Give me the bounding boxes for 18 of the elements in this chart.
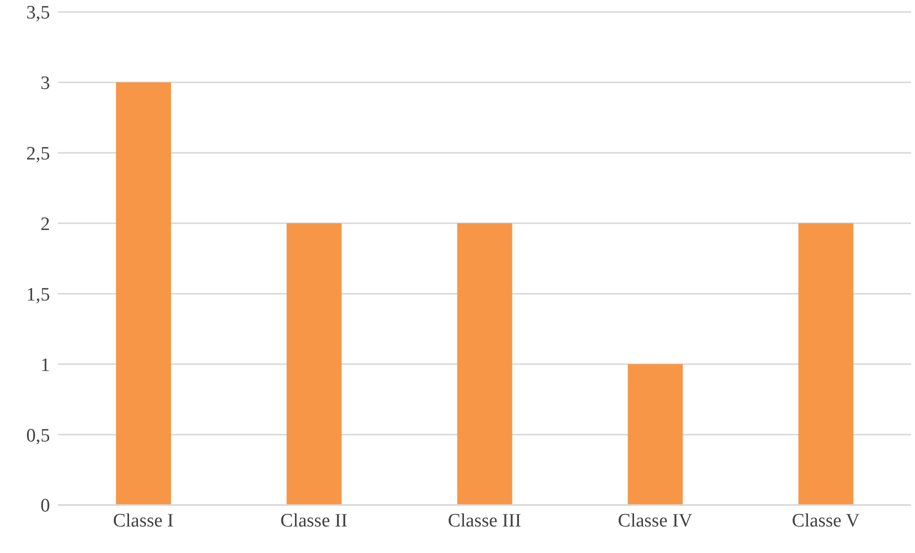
bar bbox=[628, 364, 683, 505]
bar bbox=[457, 223, 512, 505]
y-tick-label: 0,5 bbox=[26, 425, 50, 446]
x-tick-label: Classe II bbox=[280, 510, 348, 532]
x-tick-label: Classe I bbox=[112, 510, 174, 532]
y-tick-label: 2,5 bbox=[26, 144, 50, 165]
y-tick-label: 2 bbox=[40, 214, 50, 236]
y-tick-label: 1 bbox=[40, 354, 50, 376]
y-tick-label: 3,5 bbox=[26, 2, 50, 24]
x-tick-label: Classe V bbox=[792, 510, 860, 532]
bar bbox=[286, 223, 342, 505]
bar bbox=[116, 82, 172, 505]
y-tick-label: 0 bbox=[40, 496, 50, 517]
x-tick-label: Classe IV bbox=[618, 510, 693, 532]
y-tick-label: 1,5 bbox=[26, 284, 50, 306]
bar bbox=[798, 223, 854, 505]
y-tick-label: 3 bbox=[40, 73, 50, 94]
x-tick-label: Classe III bbox=[448, 510, 522, 532]
